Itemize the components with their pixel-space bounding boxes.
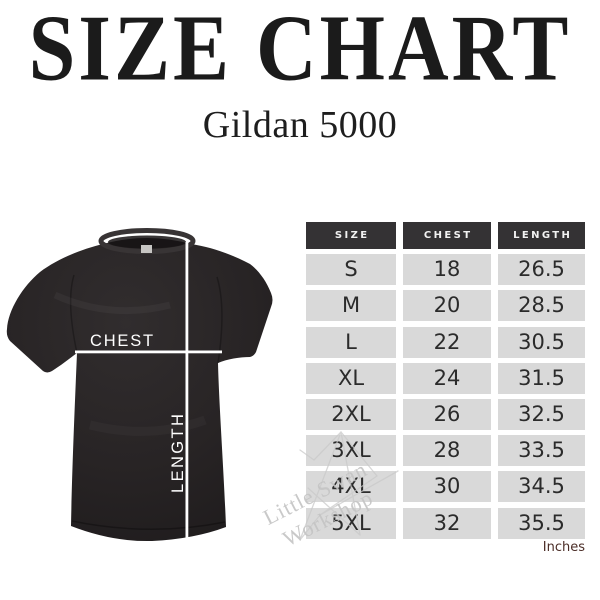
chest-cell: 18 (403, 254, 491, 286)
table-header-cell: LENGTH (498, 222, 585, 249)
table-header-cell: SIZE (306, 222, 396, 249)
collar-opening (108, 235, 186, 249)
product-subtitle: Gildan 5000 (202, 104, 398, 146)
length-measure-line (185, 242, 189, 538)
length-cell: 34.5 (498, 471, 585, 503)
left-armhole-seam (70, 274, 78, 354)
chest-cell: 30 (403, 471, 491, 503)
length-cell: 28.5 (498, 290, 585, 322)
table-header-cell: CHEST (403, 222, 491, 249)
chest-cell: 28 (403, 435, 491, 467)
length-cell: 32.5 (498, 398, 585, 430)
swan-watermark-icon (299, 431, 399, 541)
chest-cell: 32 (403, 507, 491, 539)
hem-seam (71, 520, 226, 530)
length-measure-label: LENGTH (169, 412, 187, 493)
size-cell: 2XL (306, 398, 396, 430)
fabric-fold (53, 291, 171, 315)
length-cell: 33.5 (498, 435, 585, 467)
size-cell: XL (306, 362, 396, 394)
units-label: Inches (542, 540, 585, 555)
length-cell: 31.5 (498, 362, 585, 394)
chest-cell: 22 (403, 326, 491, 358)
chest-cell: 26 (403, 398, 491, 430)
chest-measure-line (75, 350, 222, 354)
size-cell: M (306, 290, 396, 322)
chest-measure-label: CHEST (90, 332, 155, 350)
length-cell: 26.5 (498, 254, 585, 286)
length-cell: 35.5 (498, 507, 585, 539)
page-title: SIZE CHART (28, 0, 572, 101)
neck-tag (141, 245, 152, 253)
size-cell: S (306, 254, 396, 286)
chest-cell: 20 (403, 290, 491, 322)
size-cell: L (306, 326, 396, 358)
tshirt-silhouette (6, 238, 273, 542)
tshirt-diagram: CHEST LENGTH (6, 228, 273, 542)
chest-cell: 24 (403, 362, 491, 394)
length-cell: 30.5 (498, 326, 585, 358)
